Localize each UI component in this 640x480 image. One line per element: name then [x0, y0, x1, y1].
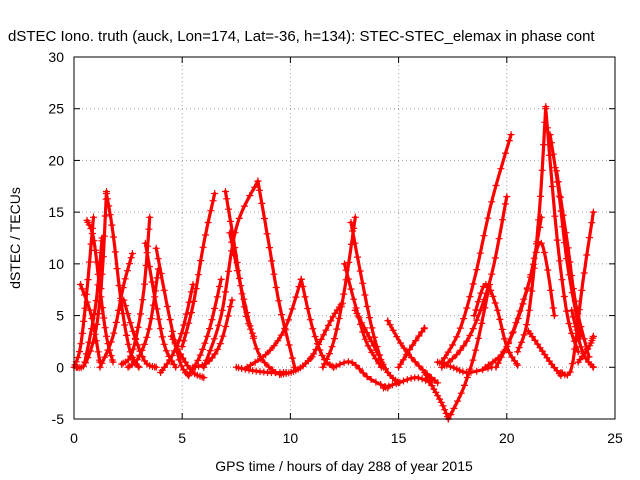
data-series-37	[438, 193, 511, 371]
data-series-25	[308, 299, 346, 361]
data-series-49	[574, 332, 597, 366]
series-markers	[438, 131, 515, 366]
data-series-34	[421, 369, 452, 423]
series-markers	[157, 281, 197, 376]
series-markers	[200, 177, 262, 371]
series-markers	[96, 250, 136, 371]
plot-frame	[73, 56, 616, 420]
series-markers	[351, 306, 403, 387]
series-markers	[492, 239, 558, 371]
series-markers	[124, 265, 162, 371]
data-series-10	[124, 265, 162, 371]
data-series-39	[470, 280, 522, 369]
series-markers	[276, 353, 316, 378]
data-series-14	[178, 190, 219, 351]
series-markers	[81, 234, 106, 366]
gridlines	[74, 57, 615, 419]
x-tick-label: 5	[178, 430, 186, 446]
data-series-4	[77, 281, 104, 366]
data-series-18	[200, 177, 262, 371]
series-markers	[189, 296, 236, 371]
y-tick-label: 15	[48, 204, 64, 220]
data-series-46	[524, 327, 565, 380]
data-series-16	[189, 296, 236, 371]
data-series-22	[243, 275, 305, 371]
series-line	[245, 277, 303, 369]
series-markers	[574, 332, 597, 366]
data-series-30	[351, 306, 403, 387]
series-markers	[568, 306, 597, 371]
data-series	[70, 103, 597, 423]
y-axis-label: dSTEC / TECUs	[7, 187, 23, 289]
series-markers	[118, 213, 154, 368]
data-series-6	[96, 250, 136, 371]
data-series-27	[341, 260, 385, 371]
x-axis-label: GPS time / hours of day 288 of year 2015	[215, 458, 473, 474]
series-markers	[103, 190, 143, 371]
series-markers	[470, 280, 522, 369]
data-series-5	[81, 234, 106, 366]
series-markers	[243, 275, 305, 371]
series-markers	[72, 188, 110, 372]
series-markers	[152, 244, 193, 380]
data-series-3	[103, 190, 143, 371]
series-markers	[178, 190, 219, 351]
series-markers	[141, 239, 180, 371]
data-series-23	[276, 353, 316, 378]
y-tick-label: 30	[48, 49, 64, 65]
x-tick-label: 0	[70, 430, 78, 446]
x-tick-label: 25	[607, 430, 623, 446]
x-tick-label: 10	[283, 430, 299, 446]
y-tick-label: 20	[48, 152, 64, 168]
x-tick-label: 15	[391, 430, 407, 446]
data-series-32	[395, 324, 429, 371]
series-line	[516, 105, 548, 354]
data-series-38	[438, 131, 515, 366]
y-tick-label: 10	[48, 256, 64, 272]
y-tick-label: 5	[56, 308, 64, 324]
series-markers	[421, 369, 452, 423]
series-markers	[557, 208, 597, 379]
y-tick-label: 25	[48, 101, 64, 117]
data-series-42	[492, 239, 558, 371]
series-markers	[395, 324, 429, 371]
y-tick-label: 0	[56, 359, 64, 375]
chart-title: dSTEC Iono. truth (auck, Lon=174, Lat=-3…	[8, 28, 595, 45]
y-tick-label: -5	[52, 411, 65, 427]
x-tick-label: 20	[499, 430, 515, 446]
